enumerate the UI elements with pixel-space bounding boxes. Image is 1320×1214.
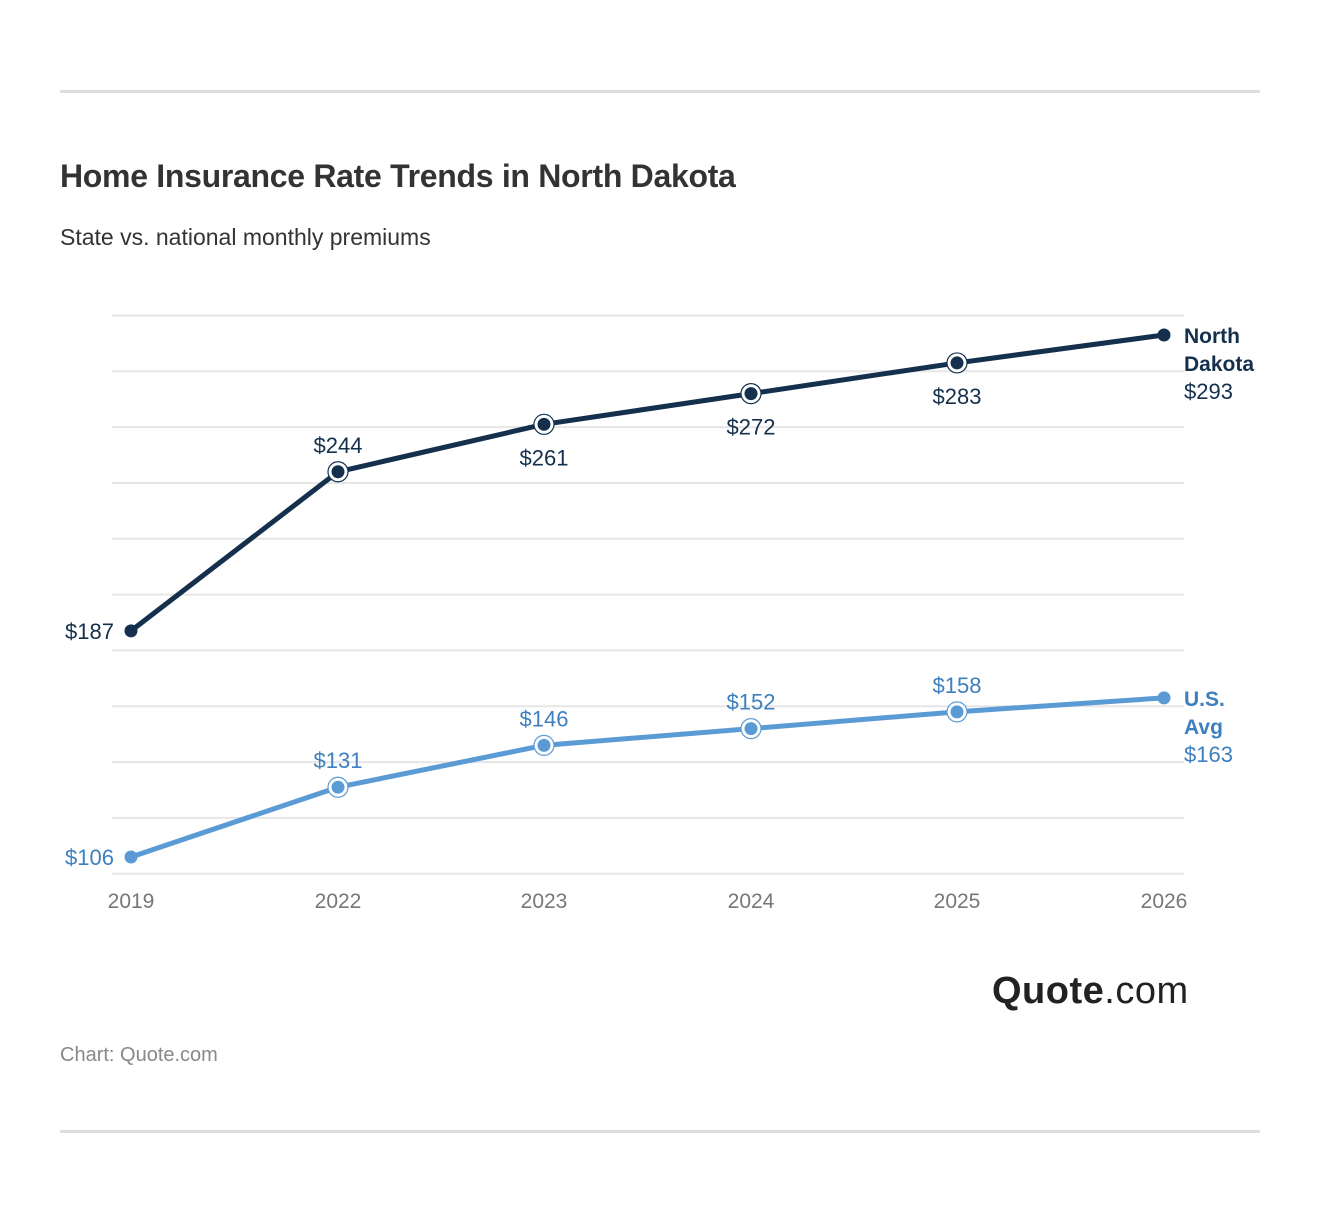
data-label: $283 — [933, 384, 982, 409]
series-north-dakota: $187 $244 $261 $272 $283 North Dakota $293 — [65, 325, 1254, 644]
data-label: $158 — [933, 673, 982, 698]
bottom-divider — [60, 1130, 1260, 1133]
series-name-label: Dakota — [1184, 353, 1254, 376]
series-line — [128, 332, 1167, 634]
x-tick-label: 2025 — [934, 890, 981, 913]
data-label: $187 — [65, 619, 114, 644]
data-point[interactable] — [950, 356, 964, 370]
series-name-label: North — [1184, 325, 1240, 348]
logo-bold: Quote — [992, 970, 1105, 1012]
data-label: $293 — [1184, 379, 1233, 404]
data-point[interactable] — [537, 738, 551, 752]
data-label: $146 — [520, 706, 569, 731]
chart-subtitle: State vs. national monthly premiums — [60, 224, 431, 250]
x-tick-label: 2024 — [728, 890, 775, 913]
series-us-avg: $106 $131 $146 $152 $158 U.S. Avg $163 — [65, 673, 1233, 870]
data-label: $244 — [314, 433, 363, 458]
chart-title: Home Insurance Rate Trends in North Dako… — [60, 158, 736, 194]
data-point[interactable] — [331, 780, 345, 794]
data-point[interactable] — [537, 417, 551, 431]
x-tick-label: 2019 — [108, 890, 155, 913]
x-tick-label: 2022 — [315, 890, 362, 913]
data-point[interactable] — [124, 850, 138, 864]
data-label: $272 — [727, 415, 776, 440]
series-line — [128, 695, 1167, 860]
series-lines: $187$244$261$272$283NorthDakota$293$106$… — [65, 325, 1254, 870]
series-name-label: Avg — [1184, 716, 1223, 739]
data-label: $261 — [520, 445, 569, 470]
data-point[interactable] — [744, 387, 758, 401]
data-label: $106 — [65, 845, 114, 870]
gridlines — [112, 314, 1184, 875]
logo-rest: .com — [1104, 970, 1189, 1012]
chart-source: Chart: Quote.com — [60, 1044, 218, 1066]
data-label: $131 — [314, 748, 363, 773]
data-point[interactable] — [1157, 328, 1171, 342]
data-point[interactable] — [1157, 691, 1171, 705]
data-label: $152 — [727, 690, 776, 715]
series-name-label: U.S. — [1184, 688, 1225, 711]
top-divider — [60, 90, 1260, 93]
x-tick-label: 2026 — [1141, 890, 1188, 913]
data-point[interactable] — [124, 624, 138, 638]
x-tick-label: 2023 — [521, 890, 568, 913]
data-point[interactable] — [331, 465, 345, 479]
data-label: $163 — [1184, 742, 1233, 767]
x-axis-labels: 2019 2022 2023 2024 2025 2026 — [108, 890, 1188, 913]
data-point[interactable] — [950, 705, 964, 719]
quote-logo: Quote.com — [992, 970, 1189, 1013]
data-point[interactable] — [744, 722, 758, 736]
